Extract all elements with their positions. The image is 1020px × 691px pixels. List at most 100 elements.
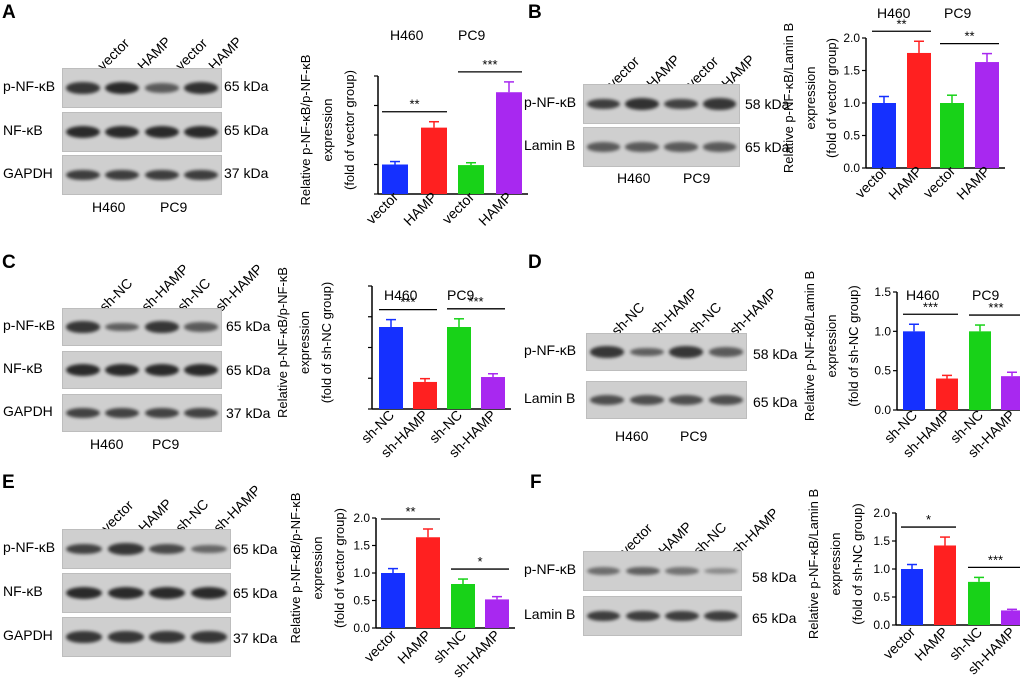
blot-band: [107, 587, 144, 599]
panel-label-e: E: [2, 472, 15, 493]
blot-strip: [62, 155, 222, 195]
bar: [481, 377, 505, 409]
molecular-weight-label: 37 kDa: [224, 165, 269, 181]
bar: [968, 581, 990, 625]
blot-band: [191, 544, 228, 554]
molecular-weight-label: 65 kDa: [233, 585, 278, 601]
significance-label: **: [405, 504, 415, 519]
blot-band: [669, 395, 704, 405]
y-axis-label: (fold of vector group): [332, 508, 347, 628]
blot-strip: [62, 529, 231, 569]
group-label: PC9: [944, 5, 971, 21]
y-tick-label: 0.5: [843, 129, 860, 143]
group-label: H460: [390, 27, 424, 43]
x-tick-label: HAMP: [475, 189, 515, 229]
significance-label: **: [409, 97, 419, 112]
blot-row-label: Lamin B: [524, 137, 576, 153]
blot-row-label: p-NF-κB: [524, 94, 577, 110]
molecular-weight-label: 65 kDa: [226, 362, 271, 378]
blot-band: [184, 407, 219, 419]
group-label: H460: [877, 5, 911, 21]
bar: [381, 573, 405, 628]
blot-band: [709, 395, 744, 405]
y-tick-label: 1.0: [874, 324, 891, 338]
blot-band: [144, 83, 179, 93]
y-tick-label: 0.5: [874, 364, 891, 378]
bar: [1001, 610, 1020, 625]
blot-band: [704, 567, 739, 575]
bar: [458, 165, 484, 194]
bar: [940, 103, 964, 168]
molecular-weight-label: 58 kDa: [753, 346, 798, 362]
blot-strip: [583, 551, 742, 591]
blot-band: [65, 321, 100, 333]
blot-band: [144, 169, 179, 181]
y-tick-label: 1.5: [353, 539, 370, 553]
significance-label: ***: [923, 299, 938, 314]
blot-band: [105, 126, 140, 138]
y-axis-label: expression: [828, 533, 843, 596]
blot-band: [665, 610, 699, 622]
blot-band: [702, 142, 737, 152]
blot-band: [144, 126, 179, 138]
blot-band: [65, 169, 100, 181]
blot-strip: [62, 308, 222, 346]
blot-band: [144, 407, 179, 419]
cell-line-label: PC9: [680, 428, 708, 444]
molecular-weight-label: 65 kDa: [224, 122, 269, 138]
bar: [447, 327, 471, 409]
cell-line-label: H460: [90, 436, 124, 452]
significance-label: **: [896, 16, 906, 31]
bar: [421, 127, 447, 194]
y-tick-label: 2.0: [873, 506, 890, 520]
bar: [901, 569, 923, 625]
group-label: H460: [384, 287, 418, 303]
blot-band: [191, 587, 228, 599]
y-tick-label: 0.5: [353, 594, 370, 608]
blot-strip: [583, 127, 740, 167]
bar: [903, 331, 925, 410]
cell-line-label: PC9: [152, 436, 180, 452]
y-axis-label: expression: [320, 99, 335, 162]
blot-strip: [62, 573, 231, 613]
x-tick-label: HAMP: [885, 163, 925, 203]
y-axis-label: expression: [803, 67, 818, 130]
y-axis-label: (fold of sh-NC group): [850, 503, 865, 624]
significance-label: *: [926, 512, 931, 527]
group-label: PC9: [447, 287, 474, 303]
bar: [451, 584, 475, 628]
blot-band: [664, 142, 698, 152]
blot-row-label: p-NF-κB: [3, 78, 56, 94]
y-axis-label: (fold of vector group): [342, 70, 357, 190]
blot-band: [149, 631, 186, 643]
bar: [936, 378, 958, 410]
blot-strip: [62, 112, 222, 152]
blot-row-label: GAPDH: [3, 403, 53, 419]
bar: [969, 331, 991, 410]
blot-row-label: GAPDH: [3, 165, 53, 181]
bar: [413, 381, 437, 409]
blot-row-label: NF-κB: [3, 122, 43, 138]
significance-label: *: [477, 554, 482, 569]
blot-strip: [583, 596, 742, 636]
y-tick-label: 1.5: [873, 534, 890, 548]
y-axis-label: (fold of sh-NC group): [319, 282, 334, 403]
blot-band: [65, 82, 100, 94]
molecular-weight-label: 65 kDa: [226, 318, 271, 334]
y-tick-label: 0.0: [874, 403, 891, 417]
blot-strip: [62, 351, 222, 389]
group-label: PC9: [972, 287, 999, 303]
molecular-weight-label: 58 kDa: [745, 96, 790, 112]
cell-line-label: H460: [92, 199, 126, 215]
cell-line-label: H460: [615, 428, 649, 444]
blot-row-label: p-NF-κB: [3, 539, 56, 555]
blot-band: [586, 566, 621, 576]
blot-band: [105, 169, 140, 181]
panel-label-f: F: [530, 472, 542, 493]
bar: [934, 545, 956, 625]
blot-band: [664, 98, 698, 110]
blot-band: [191, 631, 228, 643]
blot-band: [65, 543, 102, 555]
y-axis-label: Relative p-NF-κB/p-NF-κB: [275, 267, 290, 418]
